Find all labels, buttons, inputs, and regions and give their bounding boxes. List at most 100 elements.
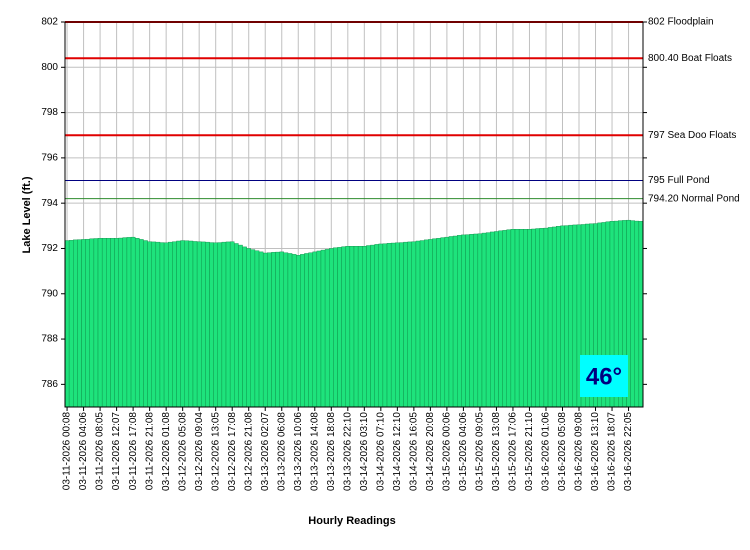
bar: [242, 246, 247, 408]
bar: [188, 240, 194, 408]
bar: [320, 249, 326, 408]
bar: [64, 240, 70, 408]
bar: [180, 240, 185, 408]
bar: [300, 254, 305, 408]
x-tick-label: 03-13-2026 06:08: [276, 412, 287, 491]
bar: [539, 228, 545, 408]
bar: [287, 253, 293, 408]
y-tick-label: 794: [41, 198, 58, 209]
bar: [118, 237, 123, 408]
bar: [229, 241, 235, 408]
bar: [201, 241, 206, 408]
bar: [106, 238, 111, 408]
bar: [77, 239, 82, 408]
bar: [209, 242, 214, 408]
bar: [246, 248, 251, 408]
x-tick-label: 03-12-2026 05:08: [177, 412, 188, 491]
x-tick-label: 03-16-2026 09:08: [574, 412, 585, 491]
bar: [490, 231, 495, 408]
bar: [172, 241, 177, 408]
x-tick-label: 03-16-2026 22:05: [623, 412, 634, 491]
reference-label: 794.20 Normal Pond: [648, 193, 740, 204]
x-tick-label: 03-11-2026 08:05: [95, 412, 106, 491]
bar: [403, 241, 408, 408]
plot-frame: [64, 21, 644, 408]
bar: [498, 230, 503, 408]
bar: [217, 242, 223, 408]
x-tick-label: 03-12-2026 01:08: [161, 412, 172, 491]
bar: [518, 229, 524, 408]
y-tick-label: 790: [41, 288, 58, 299]
bar: [390, 242, 396, 408]
bar: [341, 246, 346, 408]
x-tick-label: 03-14-2026 03:10: [359, 412, 370, 491]
x-tick-label: 03-15-2026 00:06: [442, 412, 453, 491]
bar: [308, 252, 313, 408]
x-tick-label: 03-11-2026 04:06: [78, 412, 89, 491]
bar: [556, 226, 561, 408]
x-tick-label: 03-13-2026 10:06: [293, 412, 304, 491]
y-tick-label: 786: [41, 379, 58, 390]
bar: [130, 236, 136, 408]
bar: [531, 228, 536, 408]
x-tick-label: 03-14-2026 07:10: [375, 412, 386, 491]
x-tick-label: 03-12-2026 21:08: [243, 412, 254, 491]
bar: [378, 243, 384, 408]
x-tick-label: 03-14-2026 16:05: [409, 412, 420, 491]
y-axis-title: Lake Level (ft.): [21, 176, 33, 253]
bar: [440, 237, 446, 408]
x-axis-title: Hourly Readings: [308, 515, 395, 527]
x-tick-label: 03-16-2026 05:08: [557, 412, 568, 491]
bar: [184, 240, 190, 408]
bar: [143, 240, 148, 408]
bar: [423, 239, 429, 408]
reference-label: 802 Floodplain: [648, 17, 714, 28]
temperature-box: [580, 355, 628, 397]
bar: [304, 253, 309, 408]
bar: [97, 238, 103, 408]
bar: [250, 249, 256, 408]
bar: [485, 232, 491, 408]
bar: [296, 255, 301, 408]
bar: [374, 244, 379, 408]
x-tick-label: 03-15-2026 09:05: [475, 412, 486, 491]
bar: [638, 221, 644, 408]
bar: [448, 236, 454, 408]
reference-label: 795 Full Pond: [648, 175, 710, 186]
bar: [101, 238, 107, 408]
bar: [523, 229, 528, 408]
bar: [395, 242, 400, 408]
x-tick-label: 03-15-2026 13:08: [491, 412, 502, 491]
bar: [81, 239, 86, 408]
bar: [506, 229, 512, 408]
x-tick-label: 03-16-2026 01:06: [541, 412, 552, 491]
bar: [527, 229, 532, 408]
x-tick-label: 03-12-2026 13:05: [210, 412, 221, 491]
bar: [473, 233, 479, 408]
bar: [469, 234, 474, 408]
bar: [337, 247, 342, 408]
bar: [432, 238, 437, 408]
bar: [477, 233, 483, 408]
bar: [436, 238, 441, 408]
bar: [353, 246, 359, 408]
bar: [225, 241, 231, 408]
bar: [283, 252, 289, 408]
bar: [551, 226, 557, 408]
bar: [168, 241, 173, 408]
bar: [221, 241, 227, 408]
bar: [262, 252, 268, 408]
bar: [502, 230, 507, 408]
x-tick-label: 03-12-2026 17:08: [227, 412, 238, 491]
reference-label: 797 Sea Doo Floats: [648, 130, 736, 141]
x-tick-label: 03-15-2026 17:06: [508, 412, 519, 491]
bar: [560, 225, 565, 408]
bar: [275, 251, 280, 408]
bar: [370, 244, 375, 408]
bar: [386, 243, 392, 408]
bar: [382, 243, 388, 408]
bar: [444, 236, 450, 408]
bar: [564, 225, 569, 408]
bar: [238, 244, 243, 408]
